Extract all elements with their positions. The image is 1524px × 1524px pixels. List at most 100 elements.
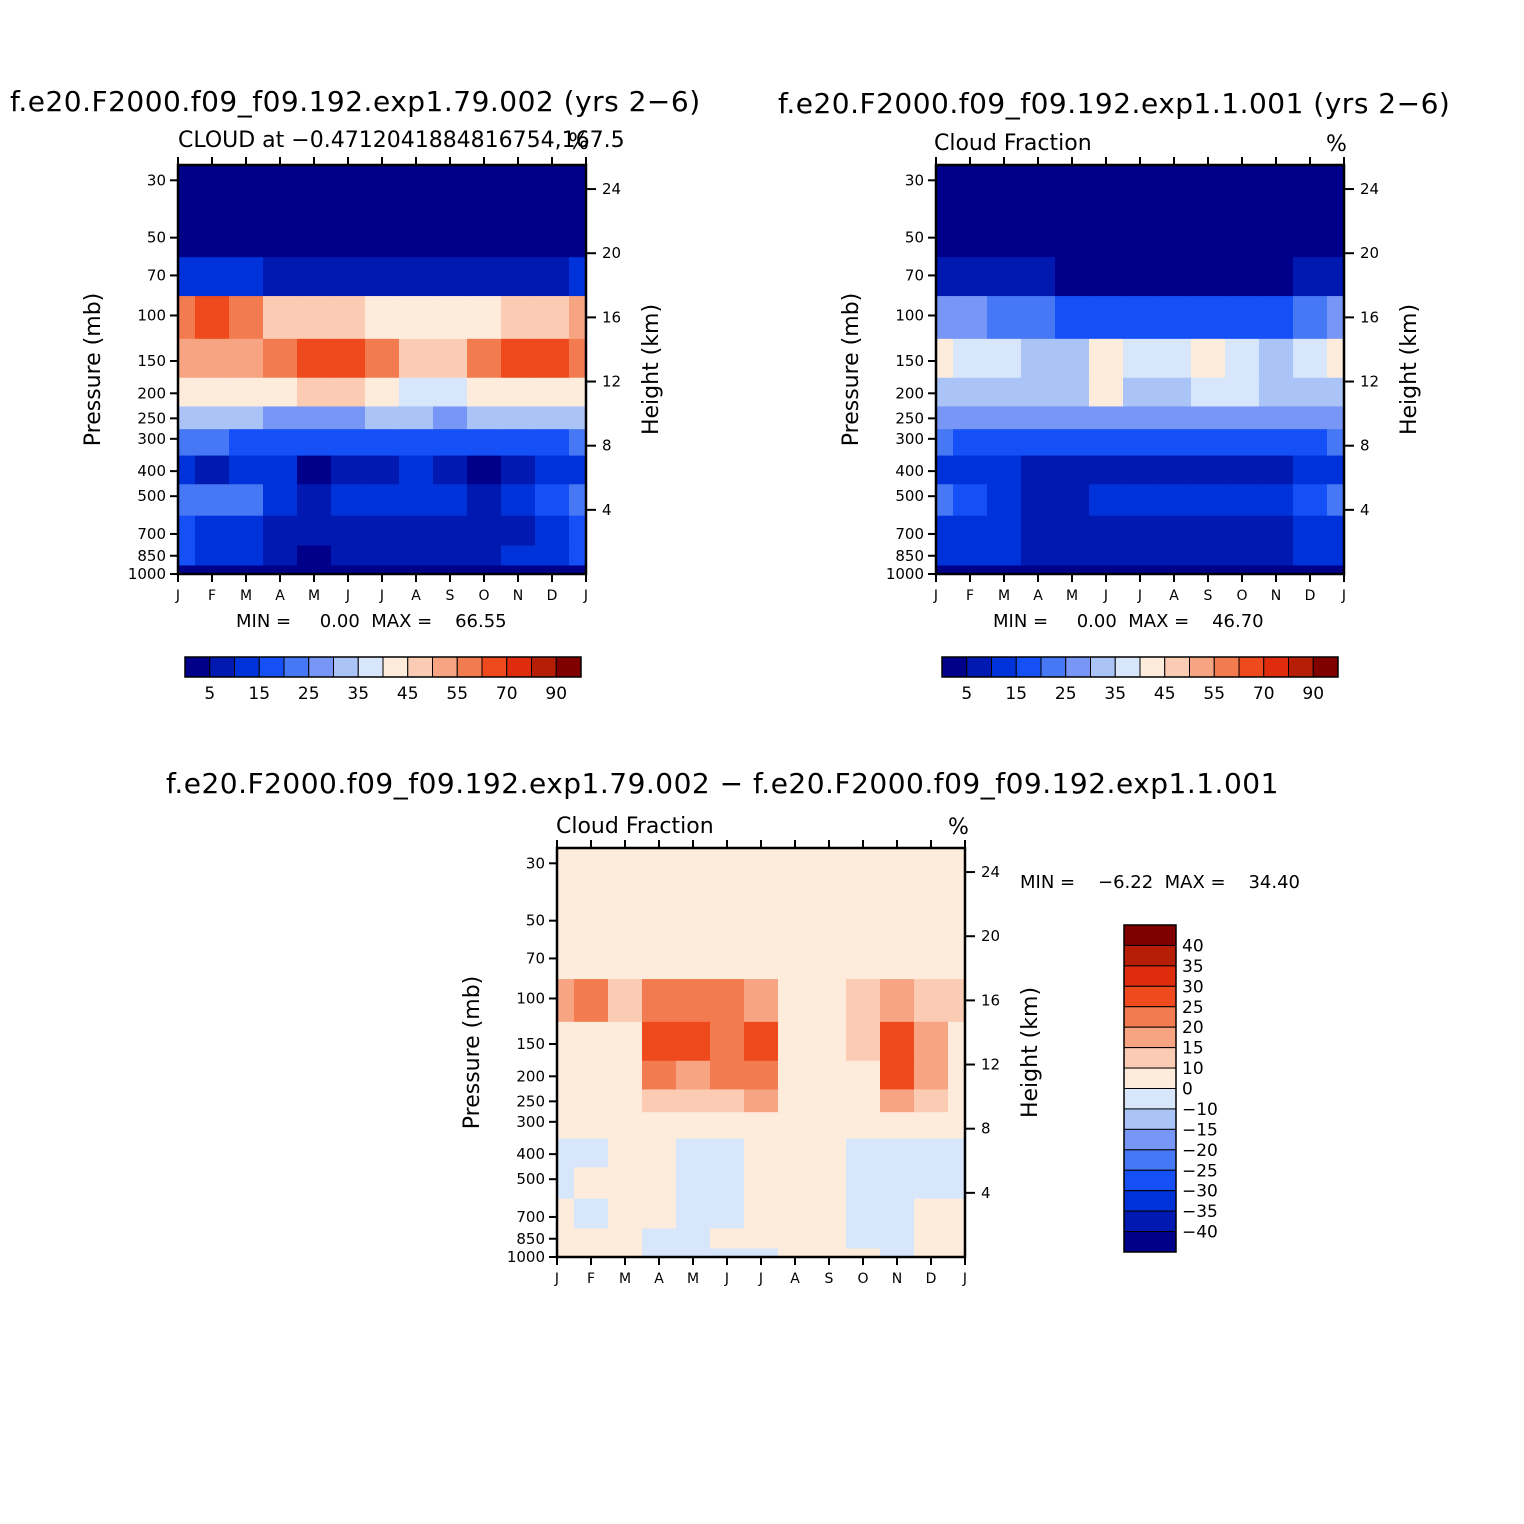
colorbar1-swatch-7 (357, 656, 384, 678)
cell-p3-5-9 (846, 1111, 881, 1139)
cell-p3-6-8 (812, 1088, 847, 1113)
cell-p2-9-10 (1259, 295, 1294, 339)
cell-p1-6-4 (297, 405, 332, 430)
cell-p1-10-3 (263, 256, 298, 297)
cell-p1-11-1 (195, 208, 230, 258)
cell-p2-10-3 (1021, 256, 1056, 297)
cell-p1-2-5 (331, 515, 366, 546)
cell-p1-8-6 (365, 338, 400, 378)
cell-p3-6-7 (778, 1088, 813, 1113)
cell-p2-4-3 (1021, 454, 1056, 485)
cell-p3-7-10 (880, 1060, 915, 1090)
colorbar3-swatch-12 (1123, 1169, 1177, 1192)
cell-p1-5-4 (297, 428, 332, 456)
cell-p1-10-11 (535, 256, 570, 297)
cell-p2-12-8 (1191, 165, 1226, 210)
cell-p2-8-3 (1021, 338, 1056, 378)
cell-p3-4-11 (914, 1137, 949, 1168)
cell-p3-11-8 (812, 891, 847, 941)
cell-p2-12-10 (1259, 165, 1294, 210)
cell-p1-0-2 (229, 564, 264, 575)
cell-p2-9-8 (1191, 295, 1226, 339)
cell-p3-2-11 (914, 1198, 949, 1229)
cell-p2-12-7 (1157, 165, 1192, 210)
cell-p3-8-2 (608, 1021, 643, 1061)
cell-p2-9-6 (1123, 295, 1158, 339)
pressure-label-p2-0: 30 (905, 171, 924, 189)
cell-p1-7-3 (263, 377, 298, 407)
colorbar1-label-4: 45 (397, 684, 419, 704)
cell-p3-2-4 (676, 1198, 711, 1229)
pressure-label-p2-9: 500 (895, 487, 924, 505)
cell-p2-7-12 (1327, 377, 1345, 407)
cell-p1-6-6 (365, 405, 400, 430)
cell-p3-10-5 (710, 939, 745, 980)
cell-p3-7-11 (914, 1060, 949, 1090)
cell-p1-1-5 (331, 544, 366, 566)
cell-p2-9-2 (987, 295, 1022, 339)
cell-p3-6-9 (846, 1088, 881, 1113)
cell-p1-9-6 (365, 295, 400, 339)
cell-p1-6-5 (331, 405, 366, 430)
cell-p2-6-5 (1089, 405, 1124, 430)
cell-p1-2-6 (365, 515, 400, 546)
cell-p3-3-7 (778, 1166, 813, 1199)
month-label-p1-6: J (379, 588, 384, 604)
cell-p2-0-7 (1157, 564, 1192, 575)
cell-p1-0-4 (297, 564, 332, 575)
cell-p2-0-10 (1259, 564, 1294, 575)
cell-p1-3-10 (501, 483, 536, 516)
cell-p1-11-11 (535, 208, 570, 258)
cell-p1-9-1 (195, 295, 230, 339)
month-label-p2-6: J (1137, 588, 1142, 604)
ylabel-left-p2: Pressure (mb) (839, 293, 864, 447)
cell-p3-12-12 (948, 848, 966, 893)
pressure-label-p2-8: 400 (895, 462, 924, 480)
cell-p3-12-2 (608, 848, 643, 893)
cell-p1-3-4 (297, 483, 332, 516)
cell-p2-9-7 (1157, 295, 1192, 339)
cell-p3-1-0 (557, 1227, 575, 1249)
cell-p1-6-10 (501, 405, 536, 430)
cell-p2-11-6 (1123, 208, 1158, 258)
cell-p3-8-9 (846, 1021, 881, 1061)
cell-p2-3-2 (987, 483, 1022, 516)
cell-p3-7-5 (710, 1060, 745, 1090)
colorbar3-label-6: 10 (1182, 1059, 1204, 1079)
cell-p1-7-12 (569, 377, 587, 407)
colorbar3-swatch-15 (1123, 1231, 1177, 1253)
height-label-p2-0: 24 (1360, 180, 1379, 198)
cell-p2-0-12 (1327, 564, 1345, 575)
cell-p1-10-6 (365, 256, 400, 297)
colorbar3-label-5: 15 (1182, 1039, 1204, 1059)
ylabel-right-p2: Height (km) (1397, 304, 1422, 435)
cell-p1-11-2 (229, 208, 264, 258)
month-label-p2-0: J (933, 588, 938, 604)
cell-p2-5-10 (1259, 428, 1294, 456)
cell-p1-2-9 (467, 515, 502, 546)
month-label-p3-7: A (790, 1271, 800, 1287)
cell-p1-3-2 (229, 483, 264, 516)
colorbar2-swatch-10 (1189, 656, 1215, 678)
colorbar3-swatch-9 (1123, 1108, 1177, 1130)
cell-p3-11-1 (574, 891, 609, 941)
cell-p2-12-6 (1123, 165, 1158, 210)
cell-p1-2-0 (178, 515, 196, 546)
cell-p1-1-7 (399, 544, 434, 566)
pressure-label-p2-5: 200 (895, 384, 924, 402)
colorbar3-label-7: 0 (1182, 1080, 1193, 1100)
cell-p2-3-3 (1021, 483, 1056, 516)
cell-p1-6-11 (535, 405, 570, 430)
colorbar1-label-5: 55 (446, 684, 468, 704)
cell-p1-1-9 (467, 544, 502, 566)
month-label-p2-7: A (1169, 588, 1179, 604)
cell-p1-12-2 (229, 165, 264, 210)
cell-p2-0-11 (1293, 564, 1328, 575)
ylabel-right-p3: Height (km) (1018, 987, 1043, 1118)
cell-p1-1-8 (433, 544, 468, 566)
month-label-p1-11: D (547, 588, 558, 604)
cell-p2-12-11 (1293, 165, 1328, 210)
cell-p2-3-10 (1259, 483, 1294, 516)
cell-p3-9-6 (744, 978, 779, 1022)
cell-p2-9-3 (1021, 295, 1056, 339)
